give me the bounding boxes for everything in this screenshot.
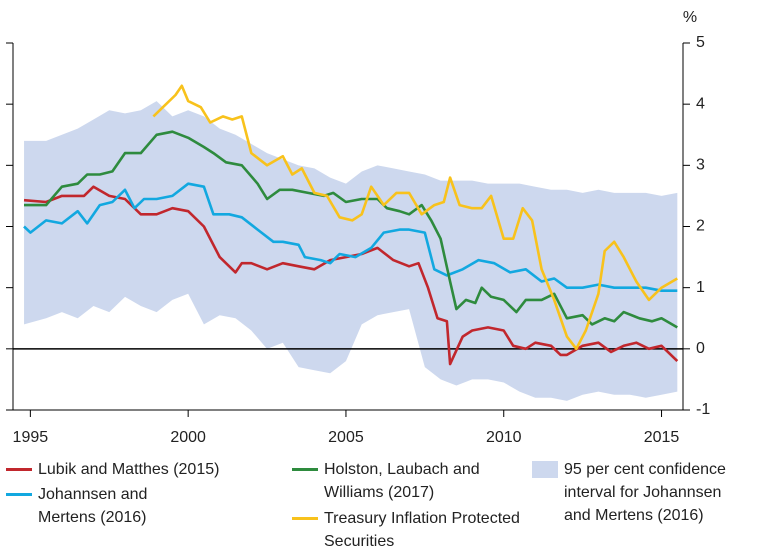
legend-label: 95 per cent confidence interval for Joha… xyxy=(564,461,726,524)
x-tick-label: 2000 xyxy=(170,429,206,446)
series-line xyxy=(23,185,679,366)
legend-swatch xyxy=(6,468,32,471)
series-line xyxy=(24,130,678,329)
legend-swatch xyxy=(532,461,558,478)
legend-label: Treasury Inflation Protected Securities xyxy=(324,510,520,550)
y-tick-label: -1 xyxy=(696,401,710,418)
series-line xyxy=(23,182,678,292)
y-tick-label: 1 xyxy=(696,279,705,296)
y-tick-label: 2 xyxy=(696,218,705,235)
y-tick-label: 4 xyxy=(696,95,705,112)
y-unit: % xyxy=(683,9,697,26)
y-tick-label: 0 xyxy=(696,340,705,357)
legend-swatch xyxy=(292,517,318,520)
legend-label: Holston, Laubach and Williams (2017) xyxy=(324,461,480,501)
legend-swatch xyxy=(6,493,32,496)
legend-label: Johannsen and Mertens (2016) xyxy=(38,486,148,526)
y-tick-label: 5 xyxy=(696,34,705,51)
confidence-band xyxy=(24,101,678,401)
legend-swatch xyxy=(292,468,318,471)
series-line xyxy=(152,84,678,351)
x-tick-label: 2005 xyxy=(328,429,364,446)
x-tick-label: 2015 xyxy=(644,429,680,446)
x-tick-label: 1995 xyxy=(13,429,49,446)
chart: % -1 0 1 2 3 4 5 1995 2000 2005 2010 2015 xyxy=(6,9,710,446)
x-tick-label: 2010 xyxy=(486,429,522,446)
y-tick-label: 3 xyxy=(696,157,705,174)
legend-label: Lubik and Matthes (2015) xyxy=(38,461,220,478)
